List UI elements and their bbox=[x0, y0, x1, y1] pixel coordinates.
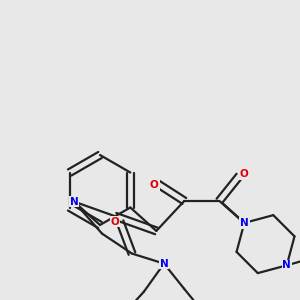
Text: O: O bbox=[111, 217, 119, 226]
Text: O: O bbox=[150, 180, 159, 190]
Text: N: N bbox=[70, 196, 78, 207]
Text: N: N bbox=[282, 260, 291, 270]
Text: N: N bbox=[240, 218, 249, 228]
Text: N: N bbox=[160, 259, 168, 269]
Text: O: O bbox=[240, 169, 249, 179]
